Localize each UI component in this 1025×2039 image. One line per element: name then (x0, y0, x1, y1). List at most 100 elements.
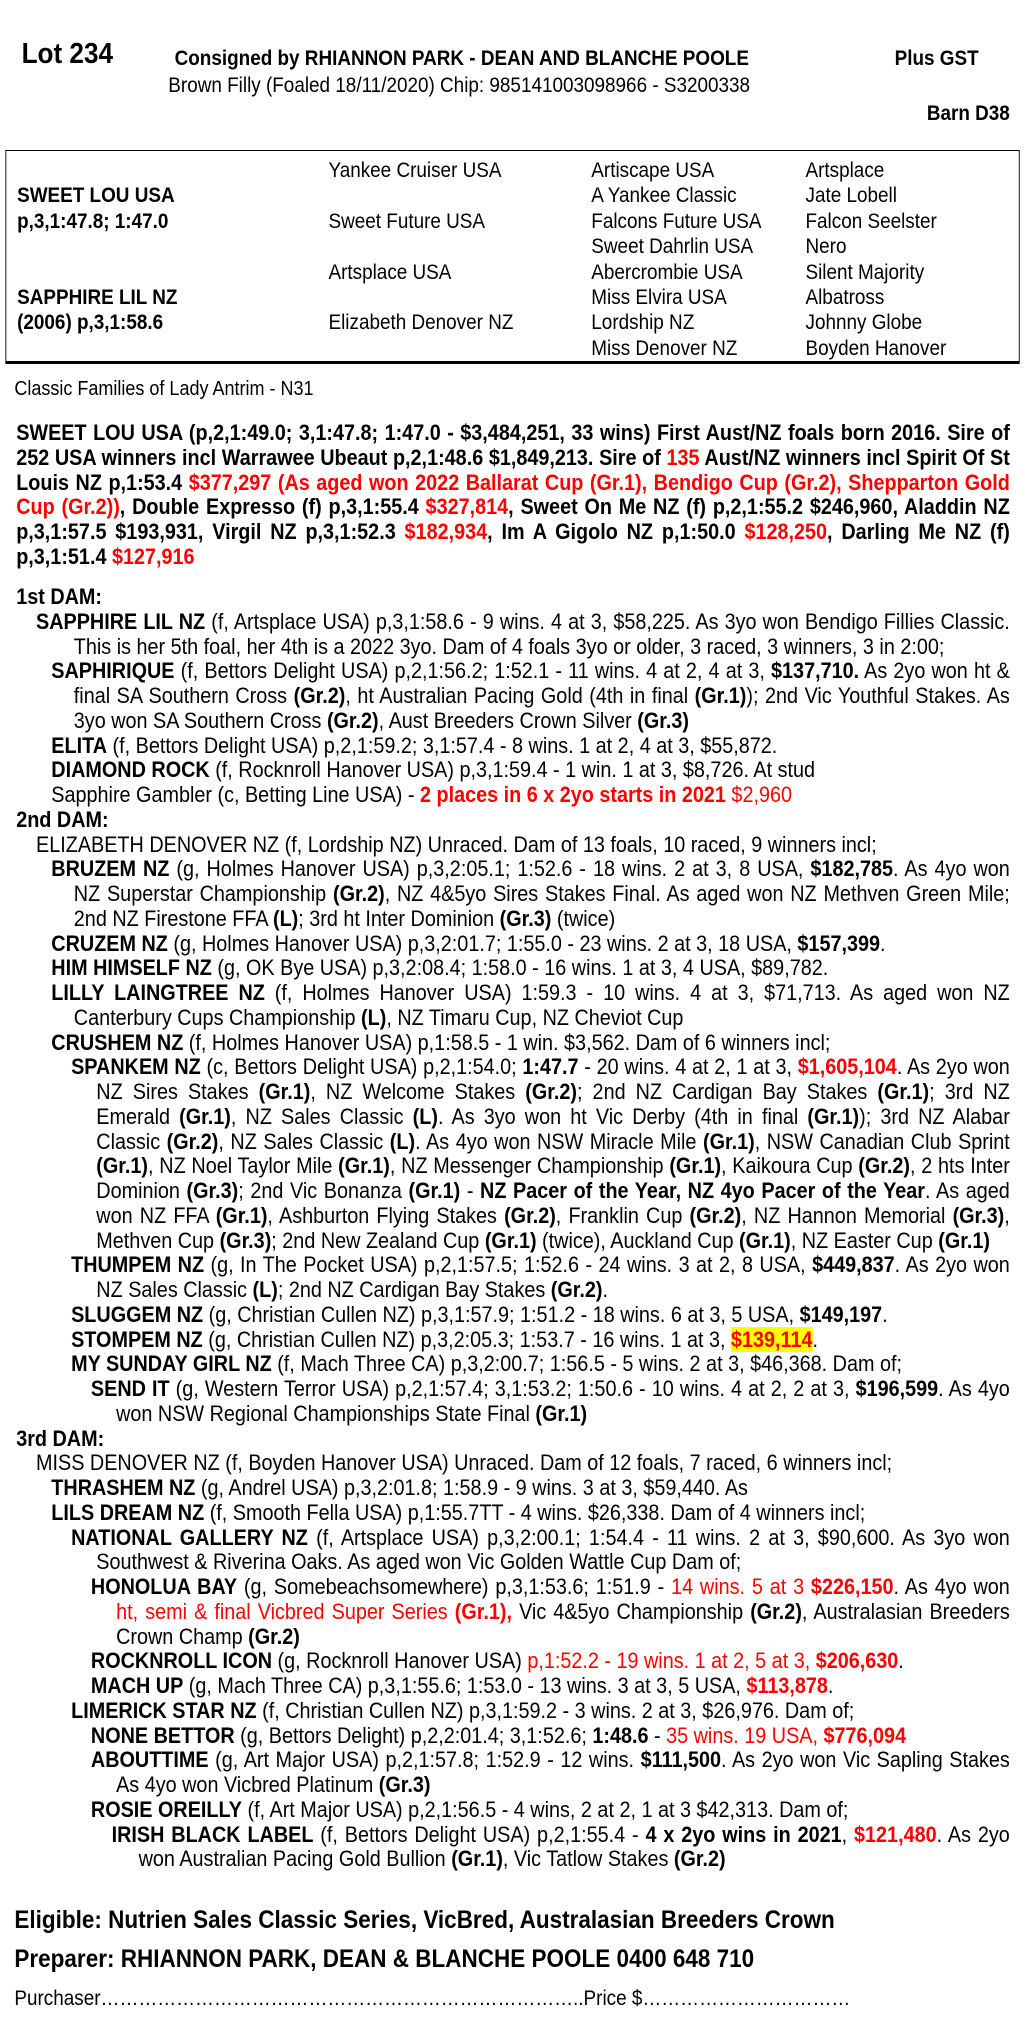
text-segment: . As 2yo won NZ Sires Stakes (96, 1054, 1010, 1104)
pedigree-entry: SPANKEM NZ (c, Bettors Delight USA) p,2,… (16, 1054, 1010, 1253)
text-segment: (g, Holmes Hanover USA) p,3,2:05.1; 1:52… (169, 856, 811, 882)
text-segment: . (882, 1301, 888, 1327)
family-line: Classic Families of Lady Antrim - N31 (14, 378, 314, 400)
pedigree-col3-row-5: Abercrombie USA (591, 260, 743, 284)
text-segment: $137,710. (771, 658, 860, 684)
pedigree-col4-row-1: Artsplace (805, 159, 885, 182)
pedigree-entry: ROSIE OREILLY (f, Art Major USA) p,2,1:5… (16, 1796, 1010, 1823)
text-segment: (f, Mach Three CA) p,3,2:00.7; 1:56.5 - … (271, 1351, 902, 1377)
text-segment: , ht Australian Pacing Gold (4th in fina… (345, 683, 695, 708)
text-segment: (Gr.1) (877, 1079, 930, 1104)
text-segment: (g, Somebeachsomewhere) p,3,1:53.6; 1:51… (237, 1574, 672, 1599)
pedigree-entry: Sapphire Gambler (c, Betting Line USA) -… (16, 782, 1010, 808)
text-segment: (Gr.2) (858, 1153, 911, 1179)
text-segment: , NZ Hannon Memorial (741, 1202, 953, 1228)
pedigree-col3-row-3: Falcons Future USA (591, 209, 762, 233)
text-segment: (Gr.1) (96, 1153, 149, 1179)
text-segment: . As 4yo won NZ Superstar Championship (73, 856, 1010, 906)
text-segment: IRISH BLACK LABEL (111, 1821, 314, 1847)
text-segment: (Gr.1) (938, 1227, 990, 1253)
text-segment: 1:47.7 (522, 1054, 579, 1080)
text-segment: (L) (252, 1277, 278, 1302)
text-segment: (twice) (551, 905, 616, 931)
text-segment: , Australasian Breeders Crown Champ (116, 1598, 1010, 1649)
text-segment: (Gr.2) (332, 881, 385, 906)
text-segment: . (602, 1277, 608, 1302)
text-segment: $149,197 (799, 1301, 883, 1327)
text-segment: , NZ Noel Taylor Mile (148, 1153, 339, 1179)
text-segment: ); 3rd NZ Alabar Classic (96, 1103, 1010, 1154)
pedigree-col3-row-2: A Yankee Classic (591, 184, 737, 208)
text-segment: ELIZABETH DENOVER NZ (f, Lordship NZ) Un… (36, 831, 877, 857)
text-segment: . (827, 1673, 834, 1698)
text-segment: $377,297 (As aged won 2022 Ballarat Cup … (16, 469, 1010, 520)
text-segment: 4 x 2yo wins in 2021 (645, 1821, 842, 1847)
pedigree-col3-row-8: Miss Denover NZ (591, 336, 738, 360)
text-segment: $449,837 (812, 1252, 895, 1278)
text-segment: , Darling Me NZ (f) p,3,1:51.4 (16, 519, 1010, 569)
text-segment: (L) (361, 1004, 387, 1030)
text-segment: , NZ Sales Classic (218, 1128, 390, 1154)
text-segment: $2,960 (725, 782, 792, 807)
text-segment: . As 4yo won (893, 1574, 1010, 1599)
text-segment: THUMPEM NZ (71, 1252, 205, 1278)
purchaser-price-line: Purchaser…………………………………………………………………..Pric… (14, 1987, 851, 2010)
pedigree-entry: ROCKNROLL ICON (g, Rocknroll Hanover USA… (16, 1648, 1010, 1674)
text-segment: , (841, 1821, 855, 1847)
dam-heading: 3rd DAM: (16, 1425, 1010, 1452)
pedigree-col2-row-7: Elizabeth Denover NZ (328, 311, 514, 335)
text-segment: CRUZEM NZ (51, 930, 168, 956)
text-segment: (Gr.1) (807, 1103, 860, 1129)
text-segment: ABOUTTIME (90, 1747, 209, 1773)
text-segment: - (460, 1178, 481, 1203)
text-segment: (g, Bettors Delight) p,2,2:01.4; 3,1:52.… (234, 1722, 593, 1748)
text-segment: (Gr.2) (326, 707, 379, 733)
text-segment: LILS DREAM NZ (51, 1499, 205, 1525)
eligible-line: Eligible: Nutrien Sales Classic Series, … (14, 1906, 835, 1934)
lot-number: Lot 234 (21, 38, 113, 70)
text-segment: SLUGGEM NZ (71, 1301, 204, 1327)
text-segment: $206,630 (815, 1648, 899, 1674)
text-segment: $182,785 (810, 856, 894, 882)
text-segment: $182,934 (404, 519, 488, 544)
text-segment: (g, Christian Cullen NZ) p,3,1:57.9; 1:5… (203, 1301, 800, 1327)
text-segment: (Gr.1) (215, 1202, 268, 1228)
text-segment: NZ Pacer of the Year, NZ 4yo Pacer of th… (480, 1178, 926, 1203)
text-segment: (Gr.2) (293, 683, 346, 708)
text-segment: (Gr.3) (378, 1772, 431, 1797)
pedigree-entry: LILLY LAINGTREE NZ (f, Holmes Hanover US… (16, 980, 1010, 1031)
text-segment: . As 2yo won NZ Sales Classic (96, 1252, 1010, 1302)
text-segment: ; 2nd NZ Cardigan Bay Stakes (277, 1277, 551, 1302)
pedigree-entry: SLUGGEM NZ (g, Christian Cullen NZ) p,3,… (16, 1301, 1010, 1328)
text-segment: (L) (272, 905, 299, 931)
text-segment: SAPHIRIQUE (51, 658, 175, 684)
pedigree-entry: HONOLUA BAY (g, Somebeachsomewhere) p,3,… (16, 1574, 1010, 1649)
text-segment: , NZ 4&5yo Sires Stakes Final. As aged w… (73, 881, 1010, 931)
text-segment: $121,480 (854, 1821, 937, 1847)
text-segment: , Kaikoura Cup (721, 1153, 859, 1179)
pedigree-col3-row-6: Miss Elvira USA (591, 286, 727, 309)
text-segment: (Gr.1) (484, 1227, 537, 1253)
text-segment: ROSIE OREILLY (90, 1796, 243, 1822)
text-segment: . (898, 1648, 904, 1674)
text-segment: (g, Art Major USA) p,2,1:57.8; 1:52.9 - … (208, 1747, 641, 1773)
consignor: Consigned by RHIANNON PARK - DEAN AND BL… (174, 47, 749, 70)
pedigree-entry: SAPPHIRE LIL NZ (f, Artsplace USA) p,3,1… (16, 609, 1010, 660)
text-segment: (Gr.2) (504, 1202, 556, 1228)
pedigree-col1-row-7: (2006) p,3,1:58.6 (17, 311, 164, 335)
text-segment: ; 3rd ht Inter Dominion (298, 905, 500, 931)
pedigree-entry: THRASHEM NZ (g, Andrel USA) p,3,2:01.8; … (16, 1475, 1010, 1501)
text-segment: (Gr.1) (179, 1103, 231, 1129)
text-segment: , NZ Sales Classic (230, 1103, 413, 1129)
text-segment: , Ashburton Flying Stakes (267, 1202, 505, 1228)
text-segment: 3rd DAM: (16, 1425, 105, 1451)
text-segment: (L) (389, 1128, 416, 1154)
dam-section: 1st DAM: SAPPHIRE LIL NZ (f, Artsplace US… (16, 584, 1010, 1872)
horse-description: Brown Filly (Foaled 18/11/2020) Chip: 98… (168, 74, 751, 97)
text-segment: , NZ Messenger Championship (389, 1153, 670, 1179)
text-segment: , NZ Timaru Cup, NZ Cheviot Cup (386, 1004, 684, 1030)
text-segment: ht, semi & final Vicbred Super Series (116, 1598, 455, 1624)
text-segment: $113,878 (746, 1673, 828, 1698)
pedigree-entry: HIM HIMSELF NZ (g, OK Bye USA) p,3,2:08.… (16, 955, 1010, 981)
text-segment: $128,250 (744, 519, 828, 544)
